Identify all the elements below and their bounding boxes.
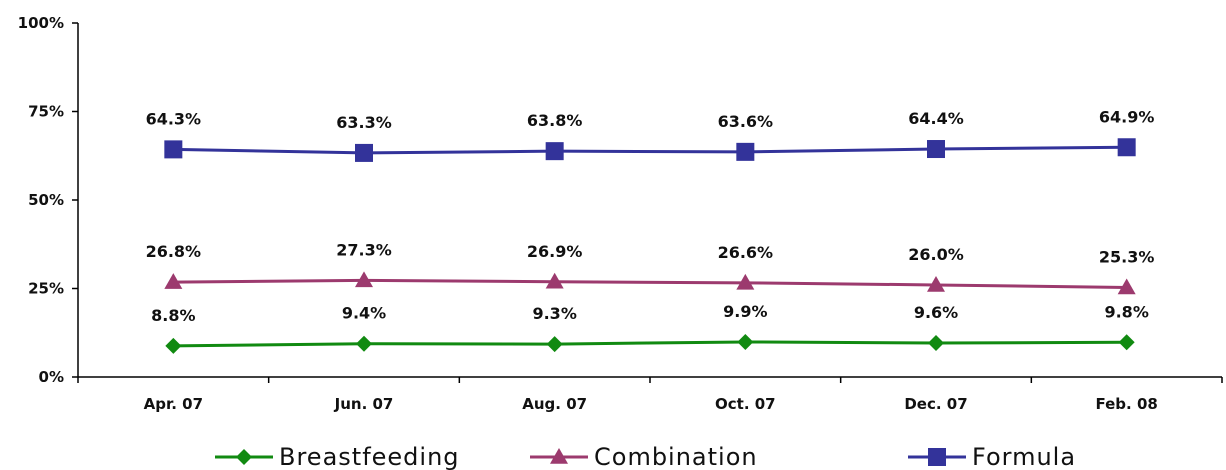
data-point-combination (355, 271, 373, 288)
data-point-combination (1117, 278, 1136, 295)
y-tick-label: 100% (18, 14, 64, 32)
data-label-combination: 26.6% (718, 243, 774, 262)
data-label-combination: 26.0% (908, 245, 964, 264)
data-label-breastfeeding: 9.6% (914, 303, 958, 322)
data-label-formula: 63.8% (527, 111, 583, 130)
legend-label-breastfeeding: Breastfeeding (279, 443, 460, 470)
y-tick-label: 50% (28, 191, 64, 209)
data-point-formula (736, 142, 755, 161)
data-label-breastfeeding: 9.4% (342, 304, 386, 323)
legend-item-formula: Formula (908, 443, 1076, 470)
y-tick-label: 75% (28, 103, 64, 121)
series-line-breastfeeding (173, 340, 1127, 348)
series-formula (164, 138, 1136, 162)
series-breastfeeding (165, 333, 1135, 354)
data-label-formula: 64.4% (908, 109, 964, 128)
data-point-breastfeeding (546, 336, 563, 353)
data-label-combination: 27.3% (336, 240, 392, 259)
data-labels: 8.8% 9.4% 9.3% 9.9% 9.6% 9.8% 26.8% 27.3% 26.9% 2… (146, 107, 1155, 325)
series-line-formula (173, 145, 1127, 155)
data-point-combination (736, 273, 755, 290)
y-tick-label: 25% (28, 280, 64, 298)
x-tick-label: Jun. 07 (334, 395, 394, 413)
data-label-combination: 25.3% (1099, 247, 1155, 266)
axes: 0% 25% 50% 75% 100% Apr. 07 Jun. 07 Aug. 07 Oct.… (18, 14, 1223, 413)
x-tick-label: Dec. 07 (904, 395, 967, 413)
data-label-formula: 63.6% (718, 112, 774, 131)
legend-label-formula: Formula (972, 443, 1076, 470)
legend-item-combination: Combination (530, 443, 758, 470)
data-point-formula (164, 140, 183, 159)
data-point-breastfeeding (165, 337, 182, 354)
data-point-combination (164, 273, 183, 289)
data-point-breastfeeding (356, 335, 372, 352)
x-tick-label: Oct. 07 (715, 395, 776, 413)
legend-marker-formula (928, 448, 946, 466)
data-label-breastfeeding: 9.8% (1104, 302, 1148, 321)
data-label-combination: 26.8% (146, 242, 202, 261)
legend: Breastfeeding Combination Formula (215, 443, 1076, 470)
data-point-formula (1117, 138, 1136, 157)
series-combination (164, 271, 1136, 295)
data-point-combination (927, 275, 945, 292)
series-line-combination (173, 278, 1127, 289)
legend-marker-breastfeeding (236, 449, 252, 465)
x-tick-label: Feb. 08 (1095, 395, 1157, 413)
data-point-breastfeeding (928, 335, 944, 352)
data-point-formula (355, 143, 373, 162)
series-group (164, 138, 1136, 354)
data-label-formula: 63.3% (336, 113, 392, 132)
data-point-formula (927, 140, 945, 159)
x-tick-label: Aug. 07 (522, 395, 587, 413)
data-point-breastfeeding (737, 333, 754, 350)
y-tick-label: 0% (39, 368, 64, 386)
x-tick-label: Apr. 07 (144, 395, 203, 413)
data-point-formula (545, 142, 564, 161)
data-label-breastfeeding: 8.8% (151, 306, 195, 325)
legend-label-combination: Combination (594, 443, 758, 470)
data-point-breastfeeding (1118, 334, 1135, 351)
legend-marker-combination (550, 448, 568, 464)
data-label-breastfeeding: 9.3% (532, 304, 576, 323)
legend-item-breastfeeding: Breastfeeding (215, 443, 460, 470)
data-label-formula: 64.9% (1099, 107, 1155, 126)
data-label-combination: 26.9% (527, 242, 583, 261)
data-label-breastfeeding: 9.9% (723, 302, 767, 321)
data-label-formula: 64.3% (146, 109, 202, 128)
data-point-combination (545, 272, 564, 289)
